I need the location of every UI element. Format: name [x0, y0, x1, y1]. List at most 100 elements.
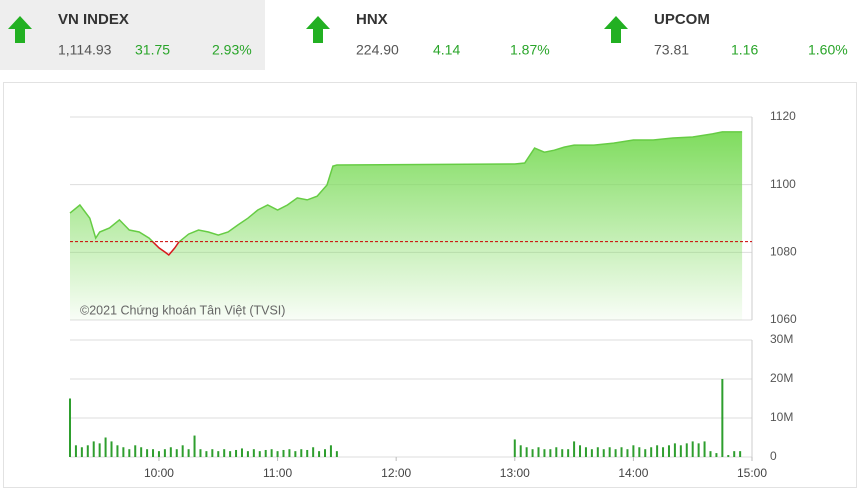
- volume-bar: [567, 449, 570, 457]
- volume-bar: [175, 449, 178, 457]
- volume-bar: [163, 449, 166, 457]
- watermark: ©2021 Chứng khoán Tân Việt (TVSI): [80, 303, 285, 317]
- x-tick-label: 15:00: [737, 466, 767, 480]
- index-value: 224.90: [356, 42, 399, 58]
- y-tick-label: 1120: [770, 109, 796, 123]
- volume-bar: [697, 443, 700, 457]
- index-percent: 2.93%: [212, 42, 252, 58]
- volume-bar: [104, 437, 107, 457]
- volume-bar: [270, 449, 273, 457]
- volume-bar: [152, 449, 155, 457]
- volume-bar: [525, 447, 528, 457]
- volume-bar: [584, 447, 587, 457]
- volume-bar: [128, 449, 131, 457]
- volume-bar: [561, 449, 564, 457]
- volume-bar: [596, 447, 599, 457]
- volume-bar: [187, 449, 190, 457]
- y-tick-label: 20M: [770, 371, 793, 385]
- volume-bar: [644, 449, 647, 457]
- volume-bar: [513, 439, 516, 457]
- volume-bar: [679, 445, 682, 457]
- y-tick-label: 1080: [770, 245, 797, 259]
- volume-bar: [258, 451, 261, 457]
- volume-bar: [69, 398, 71, 457]
- volume-bar: [590, 449, 593, 457]
- volume-bar: [673, 443, 676, 457]
- volume-bar: [656, 445, 659, 457]
- price-area: [70, 131, 743, 320]
- volume-bar: [199, 449, 202, 457]
- volume-bar: [169, 447, 172, 457]
- volume-bar: [709, 451, 712, 457]
- volume-bar: [324, 449, 327, 457]
- volume-bar: [318, 451, 321, 457]
- volume-bar: [703, 441, 706, 457]
- volume-bar: [519, 445, 522, 457]
- volume-bar: [721, 379, 724, 457]
- volume-bar: [294, 451, 297, 457]
- up-arrow: [8, 16, 32, 43]
- volume-bar: [579, 445, 582, 457]
- volume-bar: [157, 451, 160, 457]
- volume-bar: [626, 449, 629, 457]
- volume-bar: [667, 445, 670, 457]
- volume-bar: [235, 449, 238, 457]
- volume-bar: [276, 451, 279, 457]
- up-arrow: [604, 16, 628, 43]
- volume-bar: [86, 445, 89, 457]
- index-change: 31.75: [135, 42, 170, 58]
- volume-bar: [92, 441, 95, 457]
- volume-bar: [537, 447, 540, 457]
- volume-bar: [116, 445, 119, 457]
- volume-bar: [555, 447, 558, 457]
- volume-bar: [602, 449, 605, 457]
- y-tick-label: 0: [770, 449, 777, 463]
- volume-bar: [122, 447, 125, 457]
- volume-bar: [223, 449, 226, 457]
- volume-bar: [620, 447, 623, 457]
- volume-bar: [80, 447, 83, 457]
- volume-bar: [727, 455, 730, 457]
- volume-bar: [252, 449, 255, 457]
- volume-bar: [543, 449, 546, 457]
- volume-bar: [312, 447, 315, 457]
- index-name: UPCOM: [654, 11, 710, 28]
- index-change: 4.14: [433, 42, 460, 58]
- volume-bar: [181, 445, 184, 457]
- volume-bar: [264, 449, 267, 457]
- active-tab[interactable]: [0, 0, 265, 70]
- y-tick-label: 1060: [770, 312, 797, 326]
- x-tick-label: 14:00: [618, 466, 648, 480]
- y-tick-label: 30M: [770, 332, 793, 346]
- volume-bar: [306, 449, 309, 457]
- volume-bar: [608, 447, 611, 457]
- index-change: 1.16: [731, 42, 758, 58]
- index-value: 1,114.93: [58, 42, 112, 58]
- volume-bar: [74, 445, 77, 457]
- index-name: VN INDEX: [58, 11, 129, 28]
- x-tick-label: 10:00: [144, 466, 174, 480]
- volume-bar: [715, 453, 718, 457]
- volume-bar: [300, 449, 303, 457]
- volume-bar: [739, 451, 742, 457]
- x-tick-label: 12:00: [381, 466, 411, 480]
- volume-bar: [614, 449, 617, 457]
- volume-bar: [335, 451, 338, 457]
- volume-bar: [288, 449, 291, 457]
- volume-bar: [733, 451, 736, 457]
- index-percent: 1.87%: [510, 42, 550, 58]
- volume-bar: [134, 445, 137, 457]
- volume-bar: [146, 449, 149, 457]
- volume-bar: [282, 449, 285, 457]
- volume-bar: [632, 445, 635, 457]
- index-name: HNX: [356, 11, 388, 28]
- index-percent: 1.60%: [808, 42, 848, 58]
- y-tick-label: 1100: [770, 177, 796, 191]
- up-arrow: [306, 16, 330, 43]
- volume-bar: [329, 445, 332, 457]
- volume-bar: [685, 443, 688, 457]
- volume-bar: [193, 435, 196, 457]
- volume-bar: [662, 447, 665, 457]
- volume-bar: [549, 449, 552, 457]
